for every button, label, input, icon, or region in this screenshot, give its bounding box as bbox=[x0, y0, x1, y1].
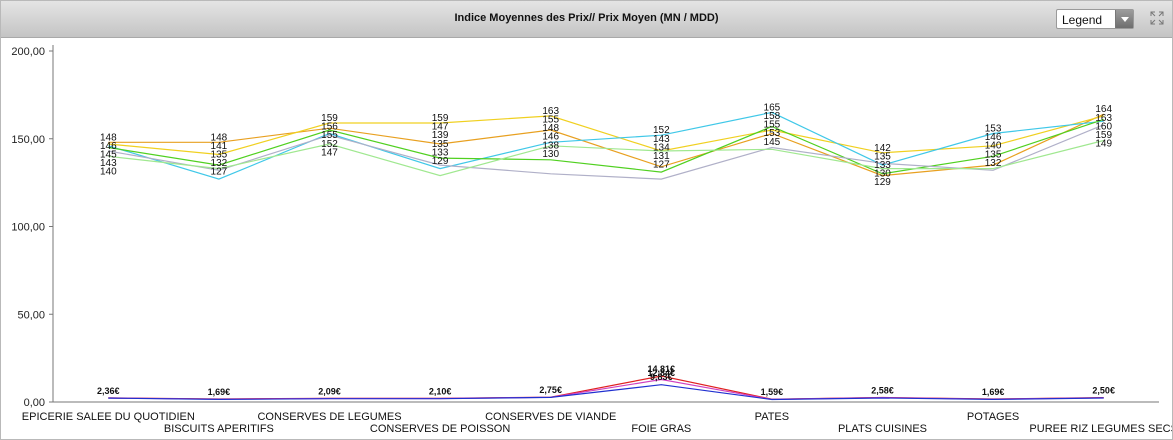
x-tick-label: FOIE GRAS bbox=[631, 423, 691, 435]
data-label: 130 bbox=[874, 169, 891, 180]
data-label: 141 bbox=[211, 141, 228, 152]
x-tick-label: POTAGES bbox=[967, 411, 1019, 423]
chevron-down-icon[interactable] bbox=[1115, 10, 1133, 28]
data-label: 163 bbox=[1095, 113, 1112, 124]
data-label: 135 bbox=[985, 149, 1002, 160]
data-label: 12,84€ bbox=[648, 368, 676, 378]
data-label: 2,50€ bbox=[1092, 386, 1115, 396]
series-line bbox=[108, 375, 1104, 400]
series-line bbox=[108, 139, 1104, 177]
data-label: 9,83€ bbox=[650, 372, 673, 382]
expand-icon[interactable] bbox=[1150, 11, 1164, 25]
y-tick-label: 50,00 bbox=[17, 309, 45, 321]
data-label: 147 bbox=[432, 122, 449, 133]
data-label: 1,69€ bbox=[982, 387, 1005, 397]
data-label: 2,75€ bbox=[539, 385, 562, 395]
data-label: 153 bbox=[985, 123, 1002, 134]
data-label: 155 bbox=[542, 115, 559, 126]
data-label: 148 bbox=[100, 132, 117, 143]
series-line bbox=[108, 118, 1104, 175]
chart-title: Indice Moyennes des Prix// Prix Moyen (M… bbox=[454, 12, 719, 24]
x-tick-label: PUREE RIZ LEGUMES SECS bbox=[1029, 423, 1172, 435]
y-tick-label: 100,00 bbox=[11, 222, 45, 234]
line-chart: 0,00 50,00 100,00 150,00 200,00 EPICERIE SALE… bbox=[11, 45, 1172, 435]
data-label: 146 bbox=[542, 132, 559, 143]
y-tick-label: 200,00 bbox=[11, 46, 45, 58]
x-tick-label: PLATS CUISINES bbox=[838, 423, 927, 435]
data-label: 2,58€ bbox=[871, 385, 894, 395]
data-label: 140 bbox=[985, 141, 1002, 152]
data-label: 14,81€ bbox=[648, 364, 676, 374]
data-label: 143 bbox=[653, 134, 670, 145]
data-label: 133 bbox=[874, 160, 891, 171]
data-label: 153 bbox=[764, 128, 781, 139]
data-label: 163 bbox=[542, 106, 559, 117]
data-label: 145 bbox=[100, 149, 117, 160]
data-label: 129 bbox=[874, 177, 891, 188]
data-label: 143 bbox=[100, 158, 117, 169]
data-label: 132 bbox=[985, 158, 1002, 169]
data-label: 135 bbox=[211, 149, 228, 160]
data-label: 156 bbox=[321, 122, 338, 133]
data-label: 159 bbox=[432, 113, 449, 124]
data-label: 139 bbox=[432, 130, 449, 141]
data-label: 1,69€ bbox=[208, 387, 231, 397]
data-label: 146 bbox=[985, 132, 1002, 143]
data-label: 145 bbox=[764, 137, 781, 148]
y-tick-label: 150,00 bbox=[11, 134, 45, 146]
data-label: 2,36€ bbox=[97, 386, 120, 396]
data-label: 140 bbox=[100, 167, 117, 178]
series-line bbox=[108, 378, 1104, 401]
data-label: 148 bbox=[542, 123, 559, 134]
data-label: 142 bbox=[874, 143, 891, 154]
data-label: 158 bbox=[764, 111, 781, 122]
data-label: 147 bbox=[321, 147, 338, 158]
data-label: 148 bbox=[211, 132, 228, 143]
data-label: 155 bbox=[321, 130, 338, 141]
data-label: 146 bbox=[100, 141, 117, 152]
x-tick-label: BISCUITS APERITIFS bbox=[164, 423, 274, 435]
data-label: 165 bbox=[764, 102, 781, 113]
x-tick-label: CONSERVES DE LEGUMES bbox=[257, 411, 401, 423]
data-label: 2,09€ bbox=[318, 386, 341, 396]
data-label: 138 bbox=[542, 140, 559, 151]
series-line bbox=[108, 384, 1104, 401]
data-label: 133 bbox=[432, 147, 449, 158]
data-label: 135 bbox=[874, 151, 891, 162]
data-label: 164 bbox=[1095, 104, 1112, 115]
data-label: 135 bbox=[432, 139, 449, 150]
data-label: 127 bbox=[653, 160, 670, 171]
data-label: 129 bbox=[432, 156, 449, 167]
data-label: 152 bbox=[653, 125, 670, 136]
x-tick-label: CONSERVES DE VIANDE bbox=[485, 411, 616, 423]
data-label: 155 bbox=[764, 120, 781, 131]
data-label: 160 bbox=[1095, 121, 1112, 132]
data-label: 1,59€ bbox=[761, 387, 784, 397]
x-tick-label: PATES bbox=[755, 411, 789, 423]
series-line bbox=[108, 124, 1104, 180]
data-label: 127 bbox=[211, 167, 228, 178]
data-label: 131 bbox=[653, 151, 670, 162]
x-tick-label: CONSERVES DE POISSON bbox=[370, 423, 510, 435]
x-tick-label: EPICERIE SALEE DU QUOTIDIEN bbox=[22, 411, 195, 423]
data-label: 159 bbox=[1095, 130, 1112, 141]
data-label: 134 bbox=[653, 142, 670, 153]
data-label: 159 bbox=[321, 113, 338, 124]
legend-dropdown-label: Legend bbox=[1062, 13, 1103, 27]
legend-dropdown[interactable]: Legend bbox=[1056, 9, 1134, 29]
data-label: 130 bbox=[542, 149, 559, 160]
data-label: 132 bbox=[211, 158, 228, 169]
title-bar: Indice Moyennes des Prix// Prix Moyen (M… bbox=[1, 1, 1172, 38]
data-label: 2,10€ bbox=[429, 386, 452, 396]
y-tick-label: 0,00 bbox=[24, 397, 45, 409]
data-label: 149 bbox=[1095, 139, 1112, 150]
data-label: 152 bbox=[321, 139, 338, 150]
